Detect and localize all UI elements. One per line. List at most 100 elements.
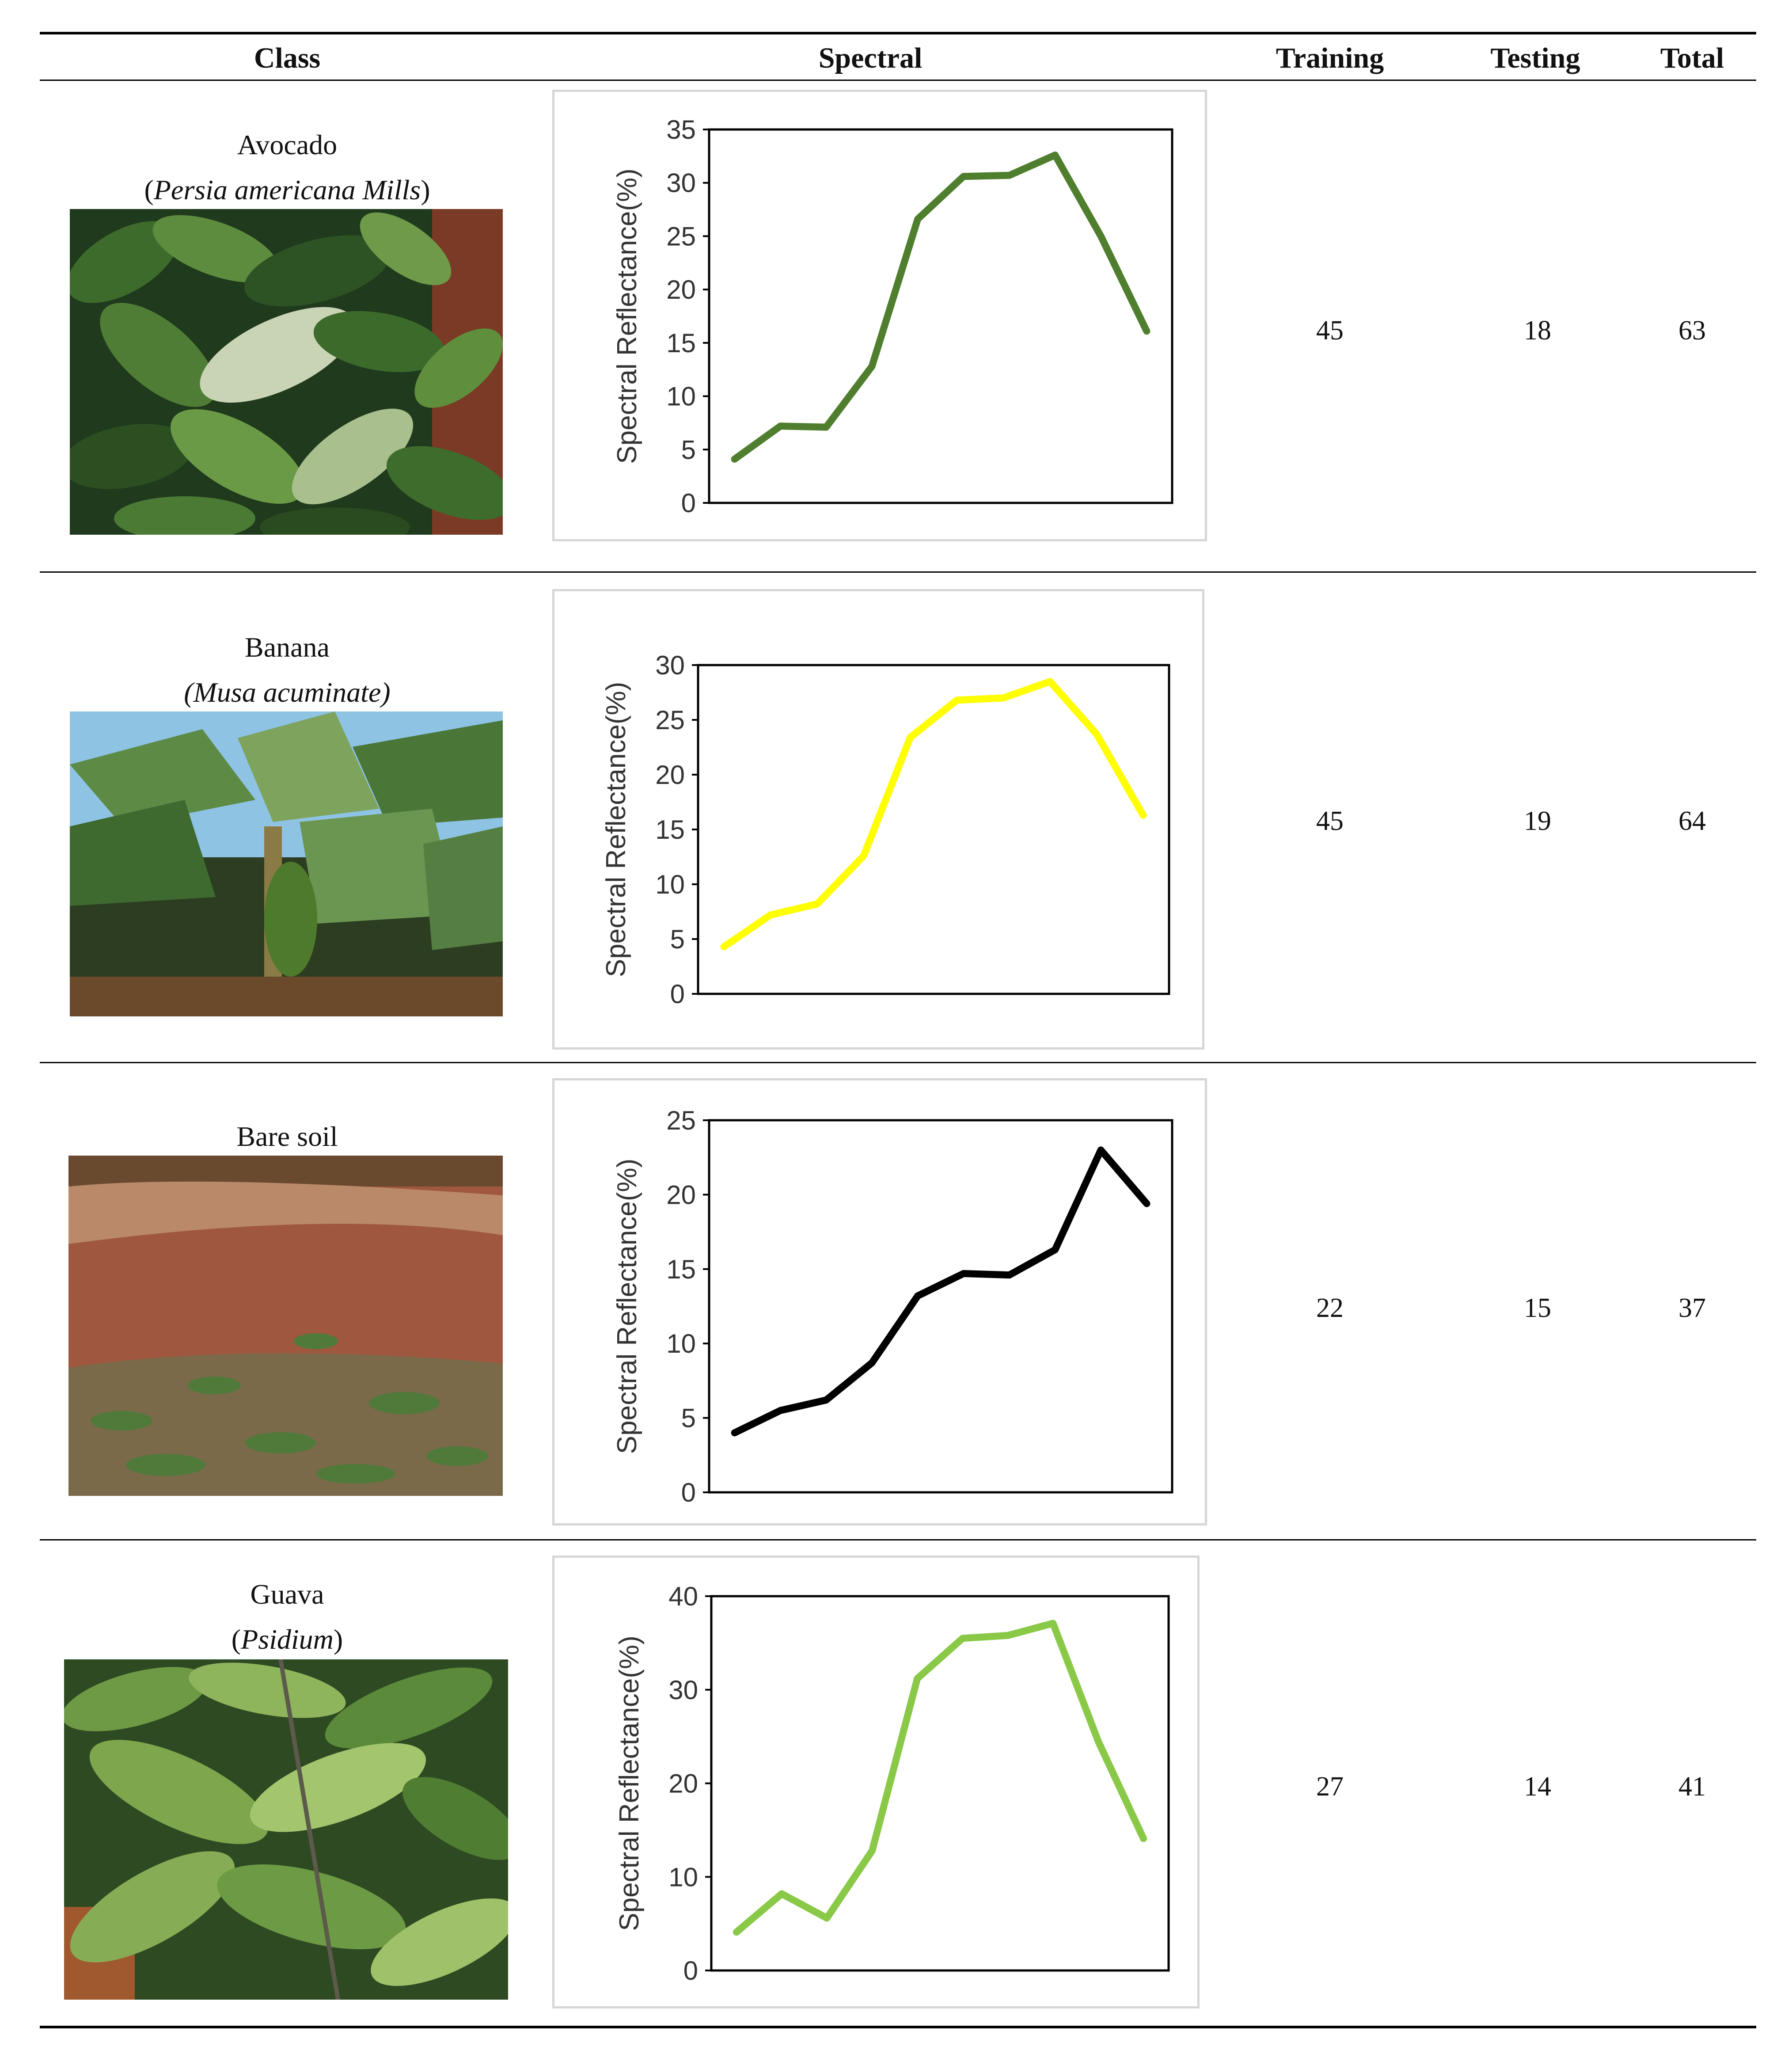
y-tick-label: 30 bbox=[668, 1675, 698, 1705]
data-point bbox=[954, 697, 960, 703]
guava-photo bbox=[64, 1659, 508, 2000]
class-name: Banana bbox=[245, 631, 330, 663]
table-bottom-rule bbox=[40, 2026, 1756, 2028]
data-point bbox=[734, 1929, 739, 1935]
banana-photo bbox=[70, 711, 503, 1016]
table-top-rule bbox=[40, 32, 1756, 34]
data-point bbox=[915, 1293, 920, 1298]
header-testing: Testing bbox=[1490, 42, 1580, 74]
y-axis-label: Spectral Reflectance(%) bbox=[612, 1159, 642, 1454]
class-latin-name: Persia americana Mills bbox=[153, 174, 421, 205]
y-tick-label: 15 bbox=[655, 815, 685, 844]
total-count: 64 bbox=[1678, 806, 1706, 836]
data-point bbox=[824, 1397, 829, 1403]
y-tick-label: 5 bbox=[681, 435, 696, 464]
data-point bbox=[1141, 1836, 1146, 1841]
spectral-chart-svg: 0 10 20 30 40 Spectral Reflectance(%) bbox=[614, 1582, 1170, 1986]
data-point bbox=[768, 912, 773, 917]
training-count: 45 bbox=[1316, 806, 1344, 836]
series-line bbox=[733, 1620, 1147, 1936]
testing-count: 18 bbox=[1524, 316, 1551, 346]
data-point bbox=[721, 944, 727, 949]
y-tick-label: 5 bbox=[670, 924, 685, 954]
paren-close: ) bbox=[421, 174, 430, 205]
y-tick-label: 0 bbox=[683, 1956, 698, 1986]
data-point bbox=[1006, 1272, 1012, 1278]
class-name: Bare soil bbox=[236, 1121, 338, 1152]
paren-open: ( bbox=[231, 1624, 241, 1655]
class-latin-line: (Psidium) bbox=[44, 1617, 530, 1662]
plot-area bbox=[708, 128, 1173, 504]
y-tick-label: 0 bbox=[681, 488, 696, 518]
y-tick-label: 0 bbox=[681, 1478, 696, 1507]
y-tick-label: 25 bbox=[666, 221, 696, 251]
header-training: Training bbox=[1276, 42, 1384, 74]
data-point bbox=[961, 1271, 966, 1276]
data-point bbox=[915, 1676, 920, 1681]
data-point bbox=[1052, 1247, 1058, 1252]
row-separator bbox=[40, 571, 1756, 573]
spectral-chart-bare-soil: 0 5 10 15 20 25 Spectral Reflectance(%) bbox=[552, 1078, 1207, 1525]
y-tick-label: 30 bbox=[666, 168, 696, 198]
data-point bbox=[778, 1408, 783, 1413]
total-count: 41 bbox=[1678, 1772, 1706, 1802]
avocado-photo bbox=[70, 209, 503, 535]
series-line bbox=[731, 1146, 1150, 1437]
y-tick-label: 0 bbox=[670, 979, 685, 1009]
data-point bbox=[869, 1360, 875, 1366]
header-class: Class bbox=[254, 42, 321, 74]
data-point bbox=[1001, 695, 1006, 700]
data-point bbox=[1005, 1633, 1010, 1638]
class-latin-line: (Musa acuminate) bbox=[44, 670, 530, 715]
data-point bbox=[1096, 1738, 1101, 1744]
y-tick-label: 35 bbox=[666, 115, 696, 145]
y-tick-label: 15 bbox=[666, 1255, 696, 1284]
data-point bbox=[1048, 679, 1053, 684]
data-point bbox=[824, 425, 829, 430]
testing-count: 15 bbox=[1524, 1293, 1551, 1323]
paren-open: ( bbox=[144, 174, 154, 205]
training-count: 45 bbox=[1316, 316, 1344, 346]
data-point bbox=[960, 1636, 965, 1641]
spectral-chart-banana: 0 5 10 15 20 25 30 Spectral Reflectance(%) bbox=[552, 589, 1204, 1050]
y-tick-label: 20 bbox=[666, 1180, 696, 1210]
y-tick-label: 25 bbox=[666, 1106, 696, 1135]
y-tick-label: 20 bbox=[666, 275, 696, 304]
class-name: Guava bbox=[250, 1579, 324, 1610]
series-line bbox=[731, 151, 1150, 463]
plot-area bbox=[708, 1119, 1173, 1494]
y-tick-label: 20 bbox=[655, 760, 685, 790]
row-separator bbox=[40, 1539, 1756, 1540]
spectral-chart-avocado: 0 5 10 15 20 25 30 35 Spectral Reflectance(%) bbox=[552, 90, 1207, 541]
data-point bbox=[779, 1891, 784, 1896]
data-point bbox=[1052, 152, 1058, 158]
data-point bbox=[1098, 1147, 1104, 1153]
header-spectral: Spectral bbox=[818, 42, 923, 74]
y-tick-label: 15 bbox=[666, 328, 696, 358]
data-point bbox=[1098, 233, 1104, 239]
row-separator bbox=[40, 1062, 1756, 1063]
class-latin-name: (Musa acuminate) bbox=[184, 677, 391, 708]
testing-count: 19 bbox=[1524, 806, 1551, 836]
spectral-chart-svg: 0 5 10 15 20 25 30 35 Spectral Reflectance(%) bbox=[612, 115, 1173, 518]
y-tick-label: 10 bbox=[666, 382, 696, 411]
class-latin-line: (Persia americana Mills) bbox=[44, 168, 530, 212]
y-axis-label: Spectral Reflectance(%) bbox=[601, 682, 631, 978]
training-count: 27 bbox=[1316, 1772, 1344, 1802]
y-tick-label: 20 bbox=[668, 1769, 698, 1799]
series-line bbox=[720, 678, 1147, 951]
data-point bbox=[861, 853, 866, 859]
spectral-chart-svg: 0 5 10 15 20 25 30 Spectral Reflectance(%) bbox=[601, 650, 1170, 1009]
data-point bbox=[907, 735, 913, 740]
testing-count: 14 bbox=[1524, 1772, 1551, 1802]
y-axis-label: Spectral Reflectance(%) bbox=[614, 1636, 645, 1931]
data-point bbox=[1050, 1620, 1055, 1626]
data-point bbox=[869, 364, 875, 369]
data-point bbox=[732, 1430, 737, 1435]
data-point bbox=[915, 217, 920, 222]
data-point bbox=[824, 1915, 830, 1921]
class-latin-name: Psidium bbox=[241, 1624, 334, 1655]
y-tick-label: 10 bbox=[666, 1329, 696, 1358]
data-point bbox=[1094, 731, 1099, 737]
data-point bbox=[1144, 1201, 1149, 1206]
